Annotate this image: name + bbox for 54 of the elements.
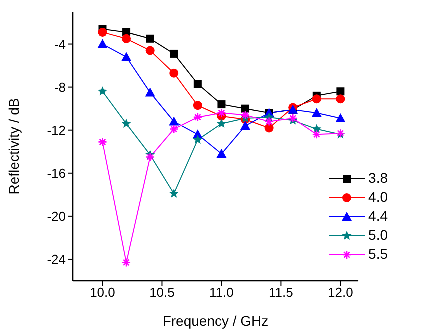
x-tick-label: 12.0 bbox=[328, 285, 354, 300]
y-tick-label: -12 bbox=[47, 122, 66, 138]
point bbox=[336, 114, 346, 123]
point bbox=[146, 34, 154, 43]
point bbox=[240, 121, 251, 130]
point bbox=[146, 46, 155, 56]
point bbox=[169, 188, 179, 198]
point bbox=[122, 52, 132, 62]
point bbox=[98, 138, 108, 147]
point bbox=[122, 34, 132, 44]
point bbox=[169, 116, 180, 126]
legend-label: 4.4 bbox=[368, 207, 388, 226]
y-tick-label: -8 bbox=[54, 80, 66, 95]
point bbox=[242, 104, 250, 113]
y-tick-label: -24 bbox=[47, 252, 66, 268]
y-tick-label: -4 bbox=[54, 36, 66, 52]
x-tick-label: 10.5 bbox=[150, 285, 175, 300]
point bbox=[312, 130, 322, 140]
legend-label: 4.0 bbox=[368, 188, 388, 207]
point bbox=[193, 112, 203, 122]
x-tick-label: 10.0 bbox=[90, 285, 116, 300]
point bbox=[194, 80, 202, 88]
y-tick-label: -16 bbox=[47, 166, 66, 182]
legend-label: 3.8 bbox=[368, 169, 388, 188]
point bbox=[336, 94, 346, 104]
x-tick-label: 11.5 bbox=[269, 285, 294, 300]
point bbox=[98, 86, 108, 96]
point bbox=[240, 110, 250, 120]
point bbox=[312, 94, 322, 104]
point bbox=[312, 108, 322, 118]
point bbox=[193, 101, 202, 110]
legend-label: 5.0 bbox=[368, 226, 388, 245]
point bbox=[264, 117, 274, 126]
x-axis-title: Frequency / GHz bbox=[162, 313, 269, 329]
point bbox=[98, 28, 108, 37]
y-axis-title: Reflectivity / dB bbox=[6, 98, 22, 195]
point bbox=[169, 124, 179, 134]
point bbox=[336, 88, 345, 96]
point bbox=[218, 100, 226, 109]
point bbox=[122, 118, 132, 128]
point bbox=[98, 39, 108, 48]
point bbox=[146, 152, 155, 162]
point bbox=[170, 68, 179, 78]
point bbox=[216, 118, 226, 128]
point bbox=[170, 50, 178, 58]
y-tick-label: -20 bbox=[47, 209, 66, 224]
point bbox=[145, 88, 156, 97]
point bbox=[217, 108, 226, 118]
point bbox=[193, 135, 203, 144]
point bbox=[122, 258, 132, 268]
point bbox=[264, 124, 274, 133]
legend-label: 5.5 bbox=[368, 245, 388, 264]
point bbox=[216, 149, 227, 158]
x-tick-label: 11.0 bbox=[210, 285, 234, 300]
